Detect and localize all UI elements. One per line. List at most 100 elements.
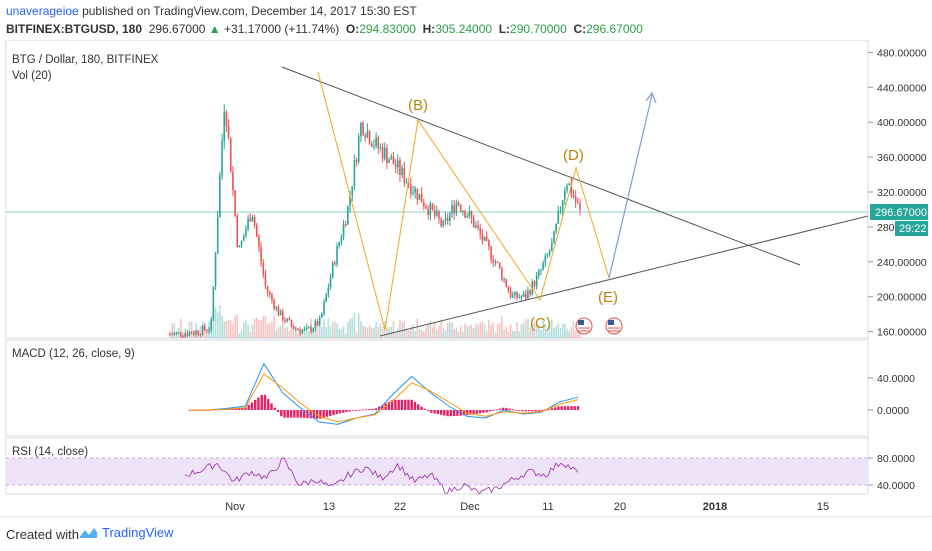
volume-bar bbox=[308, 330, 310, 338]
candle-body bbox=[572, 194, 575, 197]
candle-body bbox=[186, 333, 189, 336]
tradingview-link[interactable]: TradingView bbox=[78, 525, 174, 540]
volume-bar bbox=[457, 330, 460, 338]
us-flag-icon[interactable] bbox=[575, 317, 593, 335]
candle-body bbox=[492, 259, 495, 263]
main-pane[interactable] bbox=[5, 40, 869, 339]
candle-body bbox=[275, 306, 278, 309]
macd-histogram-bar bbox=[237, 407, 241, 410]
macd-pane[interactable] bbox=[5, 339, 869, 437]
volume-bar bbox=[470, 324, 473, 338]
volume-bar bbox=[401, 321, 403, 338]
volume-bar bbox=[420, 329, 423, 338]
open-label: O: bbox=[345, 22, 360, 36]
candle-body bbox=[334, 262, 336, 265]
volume-bar bbox=[529, 327, 531, 338]
volume-bar bbox=[518, 331, 521, 338]
candle-body bbox=[292, 325, 295, 329]
candle-body bbox=[537, 271, 540, 276]
candle-body bbox=[516, 291, 518, 298]
chart-canvas[interactable]: 160.00000200.00000240.00000280.00000320.… bbox=[0, 40, 932, 516]
us-flag-icon[interactable] bbox=[605, 317, 623, 335]
volume-bar bbox=[288, 330, 291, 338]
macd-histogram-bar bbox=[286, 410, 290, 418]
volume-bar bbox=[483, 324, 486, 338]
volume-bar bbox=[203, 325, 206, 338]
candle-body bbox=[271, 294, 273, 301]
candle-body bbox=[427, 208, 429, 215]
macd-histogram-bar bbox=[557, 406, 560, 410]
volume-bar bbox=[429, 320, 432, 338]
volume-bar bbox=[336, 323, 338, 338]
macd-histogram-bar bbox=[244, 407, 247, 410]
volume-bar bbox=[366, 327, 369, 338]
volume-bar bbox=[396, 328, 399, 338]
volume-bar bbox=[297, 332, 299, 338]
volume-bar bbox=[505, 326, 508, 338]
macd-histogram-bar bbox=[322, 410, 325, 418]
symbol: BITFINEX:BTGUSD, 180 bbox=[6, 22, 143, 36]
macd-axis[interactable]: 40.0000 0.0000 bbox=[868, 373, 915, 417]
candle-body bbox=[370, 143, 373, 147]
volume-bar bbox=[206, 331, 208, 338]
macd-histogram-bar bbox=[358, 409, 361, 411]
volume-bar bbox=[494, 332, 497, 338]
volume-bar bbox=[321, 326, 323, 338]
volume-bar bbox=[262, 315, 265, 338]
volume-bar bbox=[377, 327, 380, 338]
macd-histogram-bar bbox=[485, 410, 488, 413]
volume-bar bbox=[247, 324, 249, 338]
volume-bar bbox=[451, 322, 453, 338]
candle-body bbox=[396, 160, 399, 168]
candle-body bbox=[550, 243, 553, 252]
volume-bar bbox=[407, 330, 410, 338]
candle-body bbox=[368, 131, 371, 144]
candle-body bbox=[405, 182, 408, 184]
volume-bar bbox=[462, 331, 464, 338]
candle-body bbox=[214, 253, 217, 287]
macd-histogram-bar bbox=[403, 399, 407, 410]
time-tick-label: Nov bbox=[225, 501, 245, 513]
macd-histogram-bar bbox=[462, 410, 466, 416]
macd-histogram-bar bbox=[540, 410, 544, 411]
publish-line: unaverageioe published on TradingView.co… bbox=[6, 4, 417, 18]
price-tick-label: 160.00000 bbox=[877, 327, 927, 339]
volume-bar bbox=[394, 331, 397, 338]
macd-histogram-bar bbox=[439, 410, 443, 415]
candle-body bbox=[553, 231, 555, 244]
price-tick-label: 200.00000 bbox=[877, 292, 927, 304]
volume-bar bbox=[329, 326, 332, 338]
author-link[interactable]: unaverageioe bbox=[6, 4, 79, 18]
price-axis[interactable]: 160.00000200.00000240.00000280.00000320.… bbox=[868, 47, 927, 339]
candle-body bbox=[418, 193, 421, 200]
volume-bar bbox=[553, 327, 555, 338]
candle-body bbox=[301, 329, 304, 333]
candle-body bbox=[219, 175, 221, 218]
macd-histogram-bar bbox=[553, 407, 557, 410]
candle-body bbox=[542, 263, 544, 270]
candle-body bbox=[229, 137, 232, 172]
volume-bar bbox=[273, 315, 275, 338]
candle-body bbox=[308, 327, 310, 329]
volume-bar bbox=[514, 330, 516, 338]
candle-body bbox=[173, 333, 176, 335]
macd-histogram-bar bbox=[250, 402, 254, 410]
candle-body bbox=[507, 286, 510, 291]
macd-histogram-bar bbox=[263, 394, 267, 410]
macd-histogram-bar bbox=[567, 406, 570, 410]
volume-bar bbox=[349, 318, 351, 338]
macd-histogram-bar bbox=[299, 410, 303, 418]
volume-bar bbox=[325, 327, 327, 338]
candle-body bbox=[321, 314, 323, 318]
candle-body bbox=[216, 217, 219, 254]
time-axis[interactable]: Nov 13 22 Dec 11 20 2018 15 bbox=[225, 501, 829, 513]
candle-body bbox=[468, 211, 471, 217]
rsi-axis[interactable]: 80.0000 40.0000 bbox=[868, 453, 915, 492]
volume-bar bbox=[360, 320, 362, 338]
candle-body bbox=[481, 234, 484, 241]
chart-header: unaverageioe published on TradingView.co… bbox=[0, 0, 932, 40]
macd-histogram-bar bbox=[443, 410, 446, 416]
volume-bar bbox=[227, 319, 230, 338]
candle-body bbox=[520, 296, 523, 298]
candle-body bbox=[242, 236, 245, 242]
